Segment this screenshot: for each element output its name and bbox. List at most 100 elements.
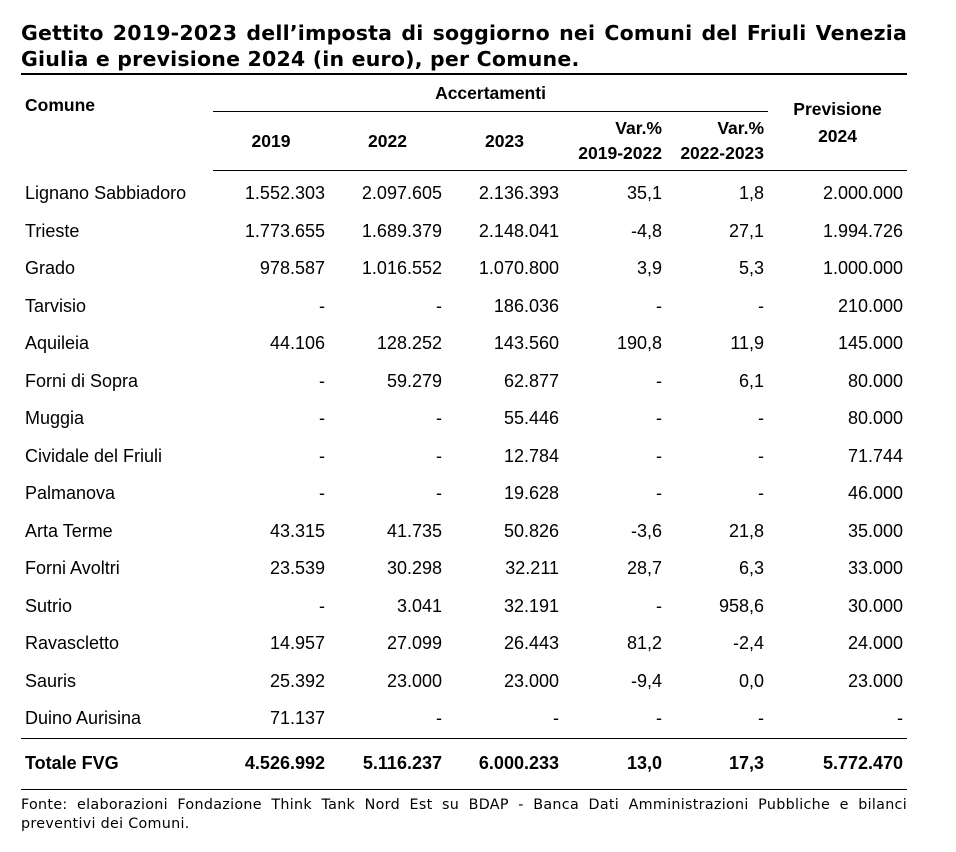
cell-var-2022-2023: 1,8 xyxy=(739,183,765,204)
table-row: Sutrio - 3.041 32.191 - 958,6 30.000 xyxy=(21,588,907,626)
total-var-2019-2022: 13,0 xyxy=(563,737,666,790)
cell-previsione-2024: 1.000.000 xyxy=(822,258,904,279)
cell-var-2019-2022: - xyxy=(656,408,662,429)
cell-var-2019-2022: 35,1 xyxy=(626,183,662,204)
cell-var-2019-2022: -9,4 xyxy=(630,670,662,691)
cell-var-2022-2023: 21,8 xyxy=(728,520,765,541)
table-header: Comune Accertamenti Previsione 2024 2019… xyxy=(21,75,908,171)
cell-comune: Aquileia xyxy=(25,333,90,354)
table-figure: Gettito 2019-2023 dell’imposta di soggio… xyxy=(21,20,908,848)
cell-comune: Arta Terme xyxy=(25,520,113,541)
cell-accertamenti-2019: - xyxy=(319,370,325,391)
cell-accertamenti-2019: - xyxy=(319,483,325,504)
cell-accertamenti-2023: 55.446 xyxy=(503,408,559,429)
cell-comune: Sauris xyxy=(25,670,77,691)
header-var-2019-2022: Var.% 2019-2022 xyxy=(563,111,666,171)
cell-comune: Sutrio xyxy=(25,595,73,616)
table-row: Forni Avoltri 23.539 30.298 32.211 28,7 6,3 33… xyxy=(21,550,907,588)
cell-accertamenti-2019: 978.587 xyxy=(259,258,325,279)
cell-previsione-2024: 145.000 xyxy=(837,333,904,354)
cell-comune: Duino Aurisina xyxy=(25,708,142,729)
cell-accertamenti-2023: 186.036 xyxy=(493,295,559,316)
header-previsione-line2: 2024 xyxy=(818,125,857,146)
cell-accertamenti-2023: 50.826 xyxy=(503,520,559,541)
cell-previsione-2024: 23.000 xyxy=(847,670,904,691)
cell-accertamenti-2022: - xyxy=(436,445,442,466)
cell-previsione-2024: 71.744 xyxy=(847,445,904,466)
cell-var-2019-2022: - xyxy=(656,595,662,616)
cell-previsione-2024: 80.000 xyxy=(847,370,904,391)
cell-comune: Palmanova xyxy=(25,483,116,504)
table-row: Muggia - - 55.446 - - 80.000 xyxy=(21,400,907,438)
source-note: Fonte: elaborazioni Fondazione Think Tan… xyxy=(21,796,907,832)
cell-accertamenti-2023: 2.148.041 xyxy=(478,220,559,241)
cell-accertamenti-2019: 25.392 xyxy=(269,670,325,691)
cell-var-2019-2022: 28,7 xyxy=(626,558,662,579)
cell-var-2022-2023: 6,3 xyxy=(739,558,765,579)
table-title: Gettito 2019-2023 dell’imposta di soggio… xyxy=(21,21,907,71)
table-row: Arta Terme 43.315 41.735 50.826 -3,6 21,8 35.0… xyxy=(21,513,907,551)
cell-accertamenti-2019: - xyxy=(319,445,325,466)
cell-accertamenti-2019: 14.957 xyxy=(269,633,325,654)
cell-accertamenti-2019: - xyxy=(319,595,325,616)
cell-comune: Cividale del Friuli xyxy=(25,445,163,466)
cell-accertamenti-2023: 32.191 xyxy=(503,595,559,616)
table-row: Lignano Sabbiadoro 1.552.303 2.097.605 2.13… xyxy=(21,171,907,213)
tax-revenue-table: Comune Accertamenti Previsione 2024 2019… xyxy=(21,75,908,790)
table-row: Ravascletto 14.957 27.099 26.443 81,2 -2,4 24.… xyxy=(21,625,907,663)
cell-comune: Forni Avoltri xyxy=(25,558,120,579)
cell-accertamenti-2022: 30.298 xyxy=(386,558,442,579)
cell-accertamenti-2019: 43.315 xyxy=(269,520,325,541)
cell-var-2019-2022: - xyxy=(656,295,662,316)
header-var2-line1: Var.% xyxy=(717,118,765,138)
cell-previsione-2024: 35.000 xyxy=(847,520,904,541)
cell-comune: Muggia xyxy=(25,408,85,429)
header-var2-line2: 2022-2023 xyxy=(680,143,765,163)
cell-comune: Forni di Sopra xyxy=(25,370,139,391)
header-var-2022-2023: Var.% 2022-2023 xyxy=(666,111,769,171)
cell-accertamenti-2023: 1.070.800 xyxy=(478,258,559,279)
cell-previsione-2024: 46.000 xyxy=(847,483,904,504)
header-previsione: Previsione 2024 xyxy=(768,75,908,171)
cell-var-2022-2023: 0,0 xyxy=(739,670,765,691)
total-2019: 4.526.992 xyxy=(213,737,329,790)
cell-accertamenti-2019: - xyxy=(319,408,325,429)
cell-accertamenti-2022: 1.016.552 xyxy=(361,258,442,279)
table-row: Cividale del Friuli - - 12.784 - - 71.744 xyxy=(21,438,907,476)
cell-var-2019-2022: -4,8 xyxy=(630,220,662,241)
cell-accertamenti-2022: - xyxy=(436,708,442,729)
cell-var-2019-2022: - xyxy=(656,483,662,504)
header-2019: 2019 xyxy=(213,111,329,171)
cell-accertamenti-2023: 26.443 xyxy=(503,633,559,654)
cell-var-2019-2022: 190,8 xyxy=(616,333,662,354)
table-footer: Totale FVG 4.526.992 5.116.237 6.000.233… xyxy=(21,737,908,790)
table-row: Palmanova - - 19.628 - - 46.000 xyxy=(21,475,907,513)
cell-previsione-2024: 24.000 xyxy=(847,633,904,654)
cell-accertamenti-2022: - xyxy=(436,295,442,316)
table-row: Forni di Sopra - 59.279 62.877 - 6,1 80.000 xyxy=(21,363,907,401)
table-row: Aquileia 44.106 128.252 143.560 190,8 11,9 145… xyxy=(21,325,907,363)
cell-previsione-2024: 210.000 xyxy=(837,295,904,316)
cell-accertamenti-2019: 1.773.655 xyxy=(244,220,325,241)
header-comune: Comune xyxy=(25,95,95,115)
cell-comune: Grado xyxy=(25,258,76,279)
total-2022: 5.116.237 xyxy=(329,737,446,790)
cell-accertamenti-2023: - xyxy=(553,708,559,729)
header-accertamenti: Accertamenti xyxy=(213,75,769,112)
cell-accertamenti-2022: 23.000 xyxy=(386,670,442,691)
cell-var-2019-2022: 81,2 xyxy=(626,633,662,654)
cell-var-2022-2023: - xyxy=(758,295,765,316)
cell-comune: Ravascletto xyxy=(25,633,120,654)
cell-previsione-2024: 2.000.000 xyxy=(822,183,904,204)
cell-accertamenti-2023: 2.136.393 xyxy=(478,183,559,204)
cell-var-2019-2022: - xyxy=(656,370,662,391)
cell-accertamenti-2022: 128.252 xyxy=(376,333,442,354)
cell-accertamenti-2023: 19.628 xyxy=(503,483,559,504)
cell-var-2022-2023: 27,1 xyxy=(728,220,765,241)
cell-var-2019-2022: -3,6 xyxy=(630,520,662,541)
cell-comune: Lignano Sabbiadoro xyxy=(25,183,187,203)
cell-accertamenti-2023: 143.560 xyxy=(493,333,559,354)
cell-accertamenti-2022: 1.689.379 xyxy=(361,220,442,241)
cell-var-2022-2023: - xyxy=(758,445,765,466)
cell-previsione-2024: - xyxy=(897,708,904,729)
